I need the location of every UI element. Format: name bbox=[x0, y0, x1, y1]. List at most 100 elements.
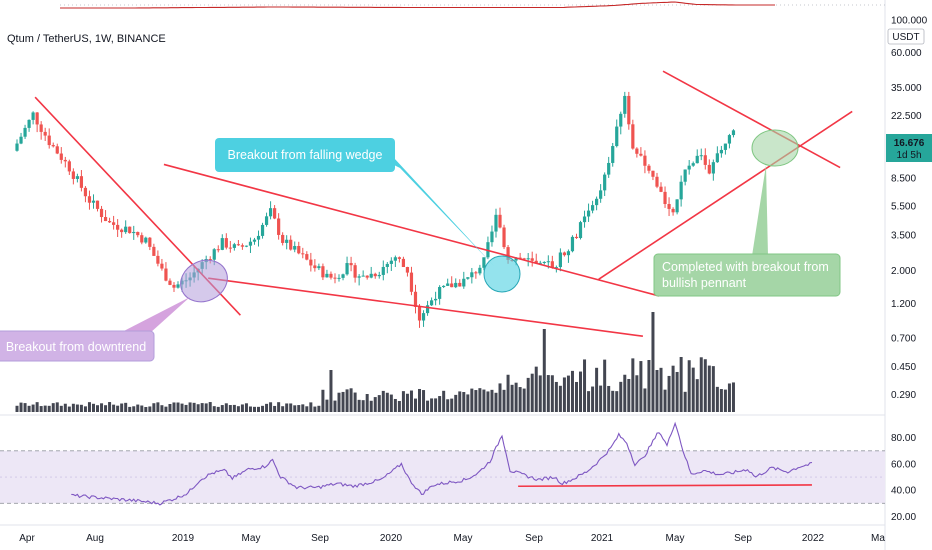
volume-bar bbox=[83, 406, 87, 412]
trendlines bbox=[34, 70, 853, 337]
volume-bar bbox=[727, 383, 731, 412]
candle-body bbox=[71, 171, 75, 179]
candle-body bbox=[385, 263, 389, 267]
volume-bar bbox=[349, 388, 353, 412]
candle-body bbox=[687, 165, 691, 170]
volume-bar bbox=[51, 403, 55, 412]
candlesticks bbox=[15, 91, 736, 328]
volume-bar bbox=[711, 366, 715, 412]
volume-bar bbox=[196, 404, 200, 412]
volume-bar bbox=[252, 406, 256, 412]
candle-body bbox=[83, 187, 88, 197]
candle-body bbox=[19, 136, 23, 144]
volume-bar bbox=[23, 403, 27, 412]
volume-bar bbox=[530, 373, 534, 412]
volume-bar bbox=[587, 391, 591, 412]
time-tick-label: May bbox=[666, 533, 685, 544]
volume-bar bbox=[442, 390, 446, 412]
volume-bar bbox=[192, 402, 196, 412]
volume-bar bbox=[120, 403, 124, 412]
candle-body bbox=[43, 131, 47, 136]
volume-bar bbox=[478, 388, 482, 412]
candle-body bbox=[655, 176, 659, 187]
overview-line bbox=[60, 1, 775, 9]
volume-bar bbox=[216, 406, 220, 412]
candle-body bbox=[715, 153, 719, 163]
candle-body bbox=[429, 300, 434, 306]
rsi-axis: 80.00 60.00 40.00 20.00 bbox=[891, 433, 916, 523]
volume-bar bbox=[43, 405, 47, 412]
candle-body bbox=[671, 208, 675, 213]
candle-body bbox=[39, 124, 43, 132]
volume-bar bbox=[554, 381, 558, 412]
volume-bar bbox=[506, 374, 510, 412]
candle-body bbox=[55, 146, 59, 154]
candle-body bbox=[494, 214, 498, 232]
candle-body bbox=[365, 275, 369, 278]
candle-body bbox=[683, 169, 687, 182]
candle-body bbox=[317, 266, 321, 269]
volume-bar bbox=[321, 389, 325, 412]
candle-body bbox=[647, 165, 651, 171]
volume-bar bbox=[281, 406, 285, 412]
volume-bar bbox=[393, 398, 397, 412]
candle-body bbox=[522, 258, 526, 260]
candle-body bbox=[586, 210, 591, 217]
volume-bar bbox=[397, 400, 401, 412]
volume-bar bbox=[144, 406, 148, 412]
downtrend-callout-pointer bbox=[120, 297, 190, 333]
last-price-badge bbox=[886, 134, 932, 162]
currency-badge[interactable] bbox=[887, 28, 925, 45]
candle-body bbox=[116, 224, 120, 230]
candle-body bbox=[454, 282, 458, 288]
candle-body bbox=[160, 263, 164, 269]
volume-bar bbox=[148, 406, 152, 412]
volume-bar bbox=[224, 403, 228, 412]
volume-bar bbox=[15, 405, 19, 412]
volume-bar bbox=[426, 400, 430, 412]
candle-body bbox=[514, 257, 518, 261]
volume-bar bbox=[595, 367, 599, 412]
candle-body bbox=[156, 255, 160, 264]
price-tick-label: 0.700 bbox=[891, 334, 916, 345]
volume-bar bbox=[212, 406, 216, 412]
volume-bar bbox=[389, 394, 393, 412]
volume-bar bbox=[611, 390, 615, 412]
time-axis: Apr Aug 2019 May Sep 2020 May Sep 2021 May Sep 2022… bbox=[19, 533, 885, 544]
candle-body bbox=[31, 112, 35, 120]
candle-body bbox=[421, 313, 426, 321]
candle-body bbox=[128, 226, 132, 234]
candle-body bbox=[345, 263, 349, 275]
candle-body bbox=[377, 274, 381, 277]
candle-body bbox=[112, 222, 116, 225]
volume-bar bbox=[591, 386, 595, 412]
candle-body bbox=[619, 113, 623, 127]
volume-bar bbox=[152, 403, 156, 412]
volume-bar bbox=[156, 402, 160, 412]
volume-bar bbox=[385, 392, 389, 412]
candle-body bbox=[562, 252, 567, 256]
candle-body bbox=[466, 277, 470, 279]
volume-bar bbox=[663, 389, 667, 412]
volume-bar bbox=[603, 359, 607, 412]
candle-body bbox=[707, 164, 711, 174]
volume-bar bbox=[244, 403, 248, 412]
candle-body bbox=[550, 261, 554, 268]
rsi-tick-label: 40.00 bbox=[891, 486, 916, 497]
candle-body bbox=[224, 238, 228, 248]
candle-body bbox=[381, 266, 385, 275]
candle-body bbox=[268, 208, 273, 217]
volume-bar bbox=[579, 371, 583, 412]
candle-body bbox=[502, 227, 506, 248]
volume-bar bbox=[562, 377, 566, 412]
overview-strip bbox=[60, 1, 885, 9]
downtrend-callout-text: Breakout from downtrend bbox=[6, 340, 146, 354]
candle-body bbox=[172, 284, 176, 288]
time-tick-label: 2020 bbox=[380, 533, 403, 544]
candle-body bbox=[474, 272, 478, 274]
volume-bar bbox=[683, 391, 687, 412]
volume-bar bbox=[317, 405, 321, 412]
volume-bar bbox=[55, 402, 59, 412]
candle-body bbox=[248, 241, 253, 246]
